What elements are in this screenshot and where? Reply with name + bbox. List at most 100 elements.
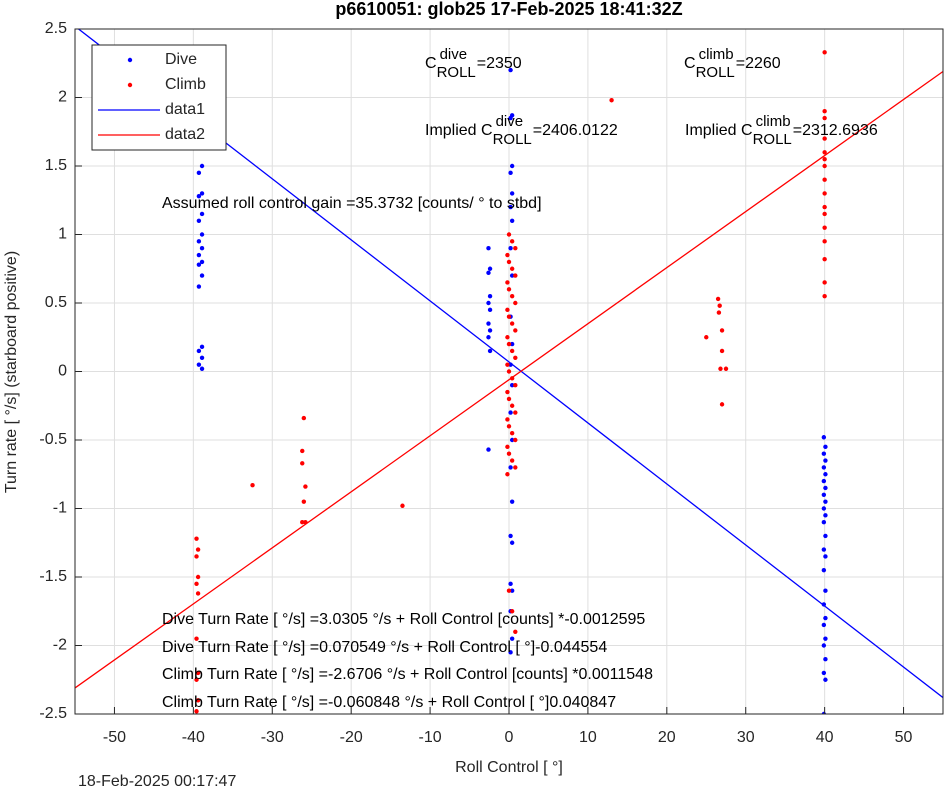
- data-point: [509, 273, 515, 278]
- y-tick-label: -1: [53, 500, 67, 517]
- data-point: [487, 328, 493, 333]
- y-tick-label: -0.5: [39, 431, 67, 448]
- data-point: [821, 670, 827, 676]
- y-tick-label: -1.5: [39, 568, 67, 585]
- data-point: [199, 259, 205, 265]
- data-point: [822, 204, 827, 210]
- data-point: [719, 348, 725, 354]
- data-point: [715, 296, 721, 302]
- data-point: [821, 435, 827, 440]
- data-point: [508, 465, 513, 470]
- data-point: [509, 430, 515, 436]
- data-point: [250, 483, 255, 488]
- annotation-sup: climb: [699, 46, 734, 63]
- annotation: Dive Turn Rate [ °/s] =3.0305 °/s + Roll…: [162, 611, 645, 628]
- data-point: [505, 280, 510, 285]
- data-point: [513, 465, 518, 470]
- data-point: [822, 115, 827, 121]
- data-point: [823, 588, 828, 593]
- data-point: [487, 307, 493, 313]
- data-point: [400, 503, 405, 508]
- legend-label: Dive: [165, 51, 197, 68]
- x-tick-label: -20: [340, 729, 363, 746]
- data-point: [505, 335, 510, 340]
- data-point: [823, 444, 828, 450]
- data-point: [509, 437, 515, 443]
- data-point: [719, 328, 725, 333]
- data-point: [508, 410, 513, 415]
- annotation-value: =2260: [736, 55, 781, 72]
- data-point: [509, 403, 515, 408]
- y-tick-label: 1.5: [45, 157, 67, 174]
- data-point: [509, 266, 515, 271]
- data-point: [823, 554, 828, 559]
- x-tick-label: -40: [182, 729, 205, 746]
- x-tick-label: 50: [895, 729, 913, 746]
- data-point: [300, 448, 305, 454]
- data-point: [199, 344, 205, 350]
- x-tick-label: -10: [419, 729, 442, 746]
- data-point: [486, 270, 491, 276]
- data-point: [823, 533, 828, 539]
- data-point: [509, 588, 515, 593]
- y-tick-label: 0.5: [45, 294, 67, 311]
- y-tick-label: 2.5: [45, 20, 67, 37]
- data-point: [513, 355, 518, 360]
- data-point: [508, 67, 513, 73]
- data-point: [199, 211, 205, 217]
- data-point: [823, 458, 828, 463]
- chart-title: p6610051: glob25 17-Feb-2025 18:41:32Z: [335, 0, 682, 19]
- data-point: [822, 256, 827, 262]
- annotation-sup: dive: [440, 46, 468, 63]
- annotation-sub: ROLL: [696, 64, 735, 81]
- legend-label: data1: [165, 101, 205, 118]
- data-point: [822, 156, 827, 162]
- x-tick-label: 20: [658, 729, 676, 746]
- footer-timestamp: 18-Feb-2025 00:17:47: [78, 773, 236, 790]
- data-point: [486, 447, 491, 452]
- data-point: [509, 163, 515, 169]
- annotation: Assumed roll control gain =35.3732 [coun…: [162, 195, 542, 212]
- annotation-sup: climb: [756, 113, 791, 130]
- data-point: [509, 499, 515, 504]
- data-point: [506, 341, 512, 347]
- data-point: [486, 300, 491, 306]
- annotation: Climb Turn Rate [ °/s] =-2.6706 °/s + Ro…: [162, 666, 653, 683]
- data-point: [486, 335, 491, 340]
- data-point: [199, 273, 205, 278]
- data-point: [196, 252, 202, 258]
- data-point: [823, 499, 828, 504]
- annotation-value: =2312.6936: [793, 122, 878, 139]
- data-point: [821, 520, 827, 525]
- data-point: [486, 246, 491, 251]
- data-point: [823, 472, 828, 477]
- data-point: [506, 369, 512, 374]
- data-point: [195, 670, 201, 676]
- data-point: [199, 191, 205, 196]
- annotation: Climb Turn Rate [ °/s] =-0.060848 °/s + …: [162, 694, 616, 711]
- data-point: [513, 328, 518, 333]
- annotation-sub: ROLL: [437, 64, 476, 81]
- y-tick-label: -2.5: [39, 705, 67, 722]
- data-point: [822, 177, 827, 182]
- data-point: [513, 246, 518, 251]
- data-point: [717, 303, 722, 308]
- data-point: [513, 300, 518, 306]
- data-point: [822, 239, 827, 244]
- data-point: [822, 50, 827, 55]
- data-point: [487, 293, 493, 299]
- data-point: [821, 567, 827, 573]
- data-point: [822, 191, 827, 196]
- data-point: [509, 458, 515, 463]
- y-axis-label: Turn rate [ °/s] (starboard positive): [3, 251, 20, 493]
- data-point: [822, 109, 827, 114]
- data-point: [199, 355, 205, 360]
- data-point: [821, 465, 827, 470]
- data-point: [719, 402, 725, 407]
- data-point: [704, 335, 709, 340]
- y-tick-label: 0: [58, 363, 67, 380]
- data-point: [196, 193, 202, 199]
- annotation-value: =2406.0122: [533, 122, 618, 139]
- data-point: [821, 506, 827, 511]
